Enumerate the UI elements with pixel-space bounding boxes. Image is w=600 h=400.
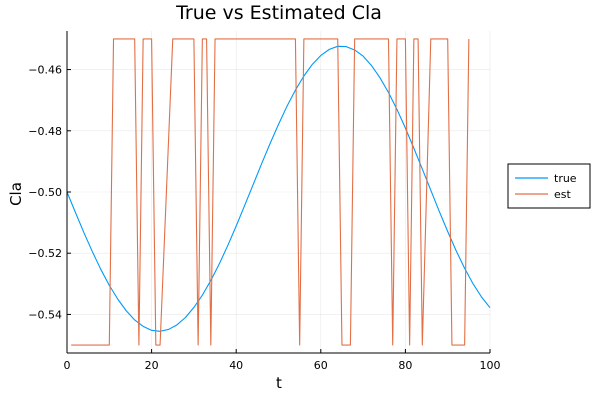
x-tick-label: 100: [480, 359, 501, 372]
y-tick-label: −0.54: [28, 308, 62, 321]
x-tick-label: 40: [229, 359, 243, 372]
legend-label-est: est: [554, 188, 571, 201]
axes: 0 20 40 60 80 100 −0.54 −0.52 −0.50 −0.48 −0.46: [28, 31, 501, 372]
y-tick-label: −0.50: [28, 186, 62, 199]
legend: true est: [507, 163, 591, 209]
legend-label-true: true: [554, 172, 577, 185]
x-tick-label: 0: [64, 359, 71, 372]
y-tick-label: −0.48: [28, 125, 62, 138]
y-tick-label: −0.46: [28, 64, 62, 77]
series-layer: [66, 38, 491, 346]
x-tick-label: 20: [145, 359, 159, 372]
y-axis-title: Cla: [7, 182, 25, 206]
chart-title: True vs Estimated Cla: [175, 2, 382, 24]
legend-box: [507, 163, 591, 209]
series-line-est: [71, 38, 470, 346]
x-tick-label: 80: [398, 359, 412, 372]
x-tick-label: 60: [314, 359, 328, 372]
y-tick-label: −0.52: [28, 247, 62, 260]
x-axis-title: t: [276, 374, 282, 392]
